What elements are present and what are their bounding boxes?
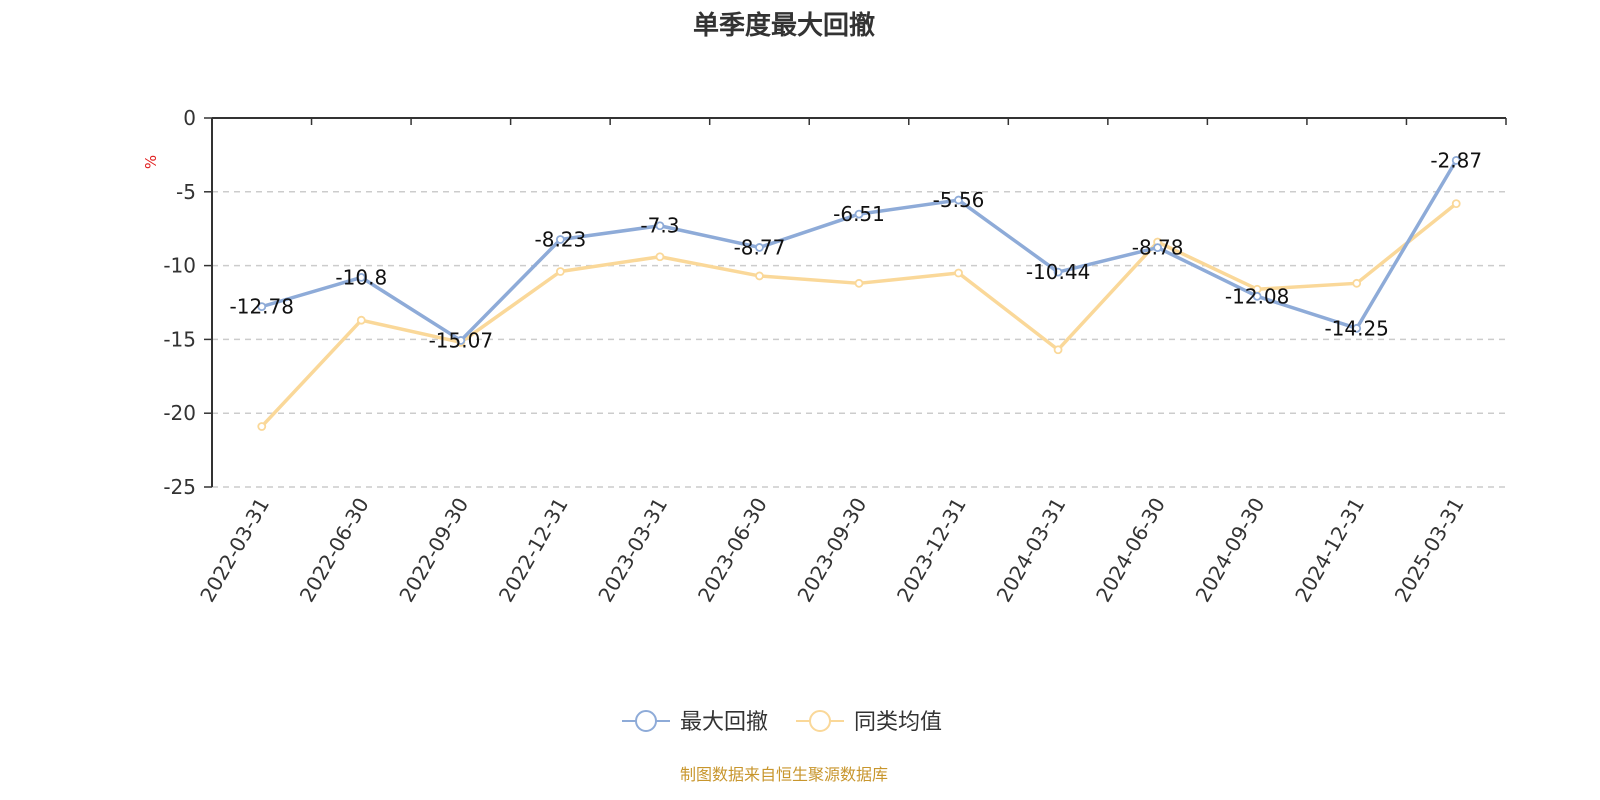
data-point [854,209,864,219]
x-tick-label: 2024-09-30 [1191,494,1270,607]
data-label: -5.56 [933,188,985,212]
data-point [1053,345,1063,355]
legend-item-label: 最大回撤 [680,710,768,735]
x-tick-label: 2024-06-30 [1091,494,1170,607]
data-point [356,273,366,282]
data-label: -8.77 [734,235,786,259]
x-tick-label: 2023-09-30 [792,494,871,607]
data-point [1053,267,1063,277]
chart-title: 单季度最大回撤 [693,10,875,41]
series-line [261,159,1458,343]
series-line [260,202,1458,428]
x-tick-label: 2024-03-31 [992,494,1071,607]
x-tick-label: 2022-06-30 [295,494,374,607]
data-label: -15.07 [429,328,493,352]
data-label: -10.44 [1026,260,1090,284]
data-point [257,302,267,312]
data-label: -8.23 [535,227,587,251]
data-point [1451,155,1461,165]
x-tick-label: 2022-03-31 [195,494,274,607]
legend-item-label: 同类均值 [854,710,942,735]
legend-marker-icon [635,710,657,732]
x-tick-label: 2023-12-31 [892,494,971,607]
data-point [755,243,764,252]
data-label: -6.51 [833,202,885,226]
x-tick-label: 2023-03-31 [593,494,672,607]
x-tick-label: 2023-06-30 [693,494,772,607]
data-source-note: 制图数据来自恒生聚源数据库 [680,765,888,784]
x-tick-label: 2022-12-31 [494,494,573,607]
series-lines [257,155,1461,431]
data-point [755,271,764,281]
y-tick-label: -5 [176,180,196,204]
data-point [555,267,565,276]
data-point [655,252,665,262]
legend-marker-icon [809,710,831,732]
y-tick-label: -10 [163,254,196,278]
y-tick-label: 0 [183,106,196,130]
data-point [456,336,466,345]
data-point [1451,199,1461,209]
data-point [655,221,665,231]
y-tick-label: -15 [163,327,196,351]
data-point [1153,243,1163,252]
data-point [1252,291,1262,301]
grid-lines [212,191,1506,488]
y-axis-label: % [142,155,160,169]
data-point [555,235,565,244]
data-point [1352,323,1362,333]
data-label: -8.78 [1132,236,1184,260]
data-point [257,422,267,431]
data-label: -2.87 [1430,148,1482,172]
data-point [1352,278,1362,288]
y-tick-label: -25 [163,475,196,499]
data-label: -12.78 [230,295,294,319]
x-tick-label: 2024-12-31 [1290,494,1369,607]
y-tick-label: -20 [163,401,196,425]
data-label: -12.08 [1225,284,1289,308]
data-labels: -12.78 -10.8 -15.07 -8.23 -7.3 -8.77 -6.51 -5.5… [230,148,1483,352]
x-tick-label: 2022-09-30 [394,494,473,607]
x-tick-label: 2025-03-31 [1390,494,1469,607]
data-label: -7.3 [640,214,679,238]
data-label: -14.25 [1324,316,1388,340]
data-label: -10.8 [335,265,387,289]
data-point [954,195,963,205]
data-point [954,268,963,278]
data-point [854,278,864,288]
data-point [356,315,366,325]
legend[interactable]: 最大回撤 同类均值 [622,710,942,735]
